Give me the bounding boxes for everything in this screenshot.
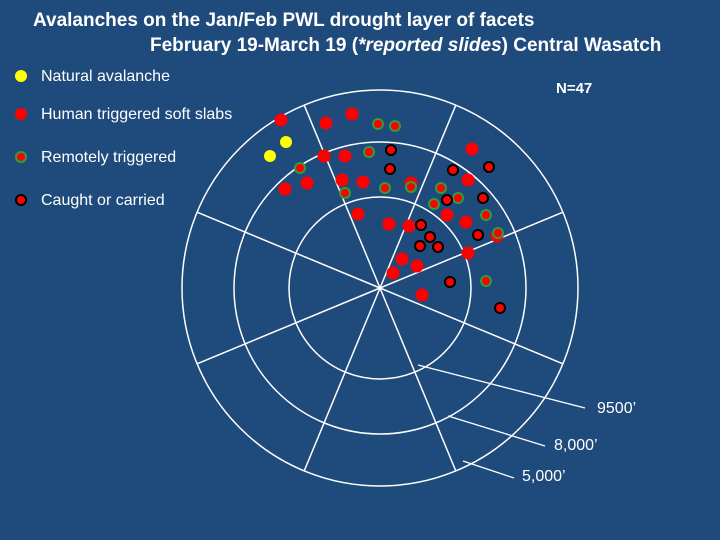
- human-triggered-marker-icon: [15, 108, 27, 120]
- aspect-spoke: [379, 287, 564, 365]
- diagram-subtitle: February 19-March 19 (*reported slides) …: [150, 35, 662, 56]
- natural-avalanche-point: [264, 150, 276, 162]
- caught-or-carried-point: [415, 219, 427, 231]
- human-triggered-point: [440, 208, 454, 222]
- caught-or-carried-point: [424, 231, 436, 243]
- caught-or-carried-point: [472, 229, 484, 241]
- caught-or-carried-point: [477, 192, 489, 204]
- remotely-triggered-point: [339, 187, 351, 199]
- legend-label: Remotely triggered: [41, 149, 177, 166]
- human-triggered-point: [395, 252, 409, 266]
- human-triggered-point: [465, 142, 479, 156]
- remotely-triggered-point: [372, 118, 384, 130]
- human-triggered-point: [356, 175, 370, 189]
- aspect-spoke: [196, 287, 381, 365]
- ring-outer-5000: [181, 89, 579, 487]
- caught-or-carried-point: [483, 161, 495, 173]
- remotely-triggered-point: [405, 181, 417, 193]
- count-label: N=47: [556, 80, 593, 97]
- caught-or-carried-point: [385, 144, 397, 156]
- human-triggered-point: [459, 215, 473, 229]
- diagram-title: Avalanches on the Jan/Feb PWL drought la…: [33, 10, 535, 31]
- human-triggered-point: [278, 182, 292, 196]
- caught-or-carried-point: [441, 194, 453, 206]
- human-triggered-point: [402, 219, 416, 233]
- remotely-triggered-point: [389, 120, 401, 132]
- human-triggered-point: [461, 246, 475, 260]
- legend-label: Caught or carried: [41, 192, 165, 209]
- remotely-triggered-point: [363, 146, 375, 158]
- aspect-spoke: [303, 287, 381, 472]
- remotely-triggered-marker-icon: [15, 151, 27, 163]
- legend-label: Natural avalanche: [41, 68, 170, 85]
- human-triggered-point: [300, 176, 314, 190]
- human-triggered-point: [382, 217, 396, 231]
- human-triggered-point: [317, 149, 331, 163]
- avalanche-points: [264, 107, 506, 314]
- remotely-triggered-point: [452, 192, 464, 204]
- caught-or-carried-point: [444, 276, 456, 288]
- aspect-spoke: [379, 104, 457, 289]
- elevation-label-8000: 8,000’: [554, 437, 598, 454]
- caught-or-carried-marker-icon: [15, 194, 27, 206]
- remotely-triggered-point: [492, 227, 504, 239]
- remotely-triggered-point: [435, 182, 447, 194]
- human-triggered-point: [335, 173, 349, 187]
- caught-or-carried-point: [414, 240, 426, 252]
- caught-or-carried-point: [384, 163, 396, 175]
- natural-avalanche-point: [280, 136, 292, 148]
- elevation-label-9500: 9500’: [597, 400, 637, 417]
- human-triggered-point: [274, 113, 288, 127]
- remotely-triggered-point: [480, 209, 492, 221]
- remotely-triggered-point: [480, 275, 492, 287]
- aspect-spoke: [379, 287, 457, 472]
- remotely-triggered-point: [379, 182, 391, 194]
- human-triggered-point: [415, 288, 429, 302]
- human-triggered-point: [319, 116, 333, 130]
- caught-or-carried-point: [432, 241, 444, 253]
- human-triggered-point: [386, 266, 400, 280]
- ring-middle-8000: [233, 141, 527, 435]
- caught-or-carried-point: [447, 164, 459, 176]
- leader-8000: [447, 415, 546, 447]
- ring-inner-9500: [288, 196, 472, 380]
- human-triggered-point: [461, 173, 475, 187]
- caught-or-carried-point: [494, 302, 506, 314]
- elevation-label-5000: 5,000’: [522, 468, 566, 485]
- remotely-triggered-point: [428, 198, 440, 210]
- aspect-spoke: [196, 211, 381, 289]
- human-triggered-point: [351, 207, 365, 221]
- human-triggered-point: [410, 259, 424, 273]
- human-triggered-point: [345, 107, 359, 121]
- remotely-triggered-point: [294, 162, 306, 174]
- leader-5000: [462, 460, 515, 479]
- human-triggered-point: [338, 149, 352, 163]
- elevation-rings: [181, 89, 579, 487]
- elevation-leader-lines: [417, 364, 586, 479]
- natural-avalanche-marker-icon: [15, 70, 27, 82]
- aspect-spokes: [196, 104, 564, 472]
- legend-label: Human triggered soft slabs: [41, 106, 233, 123]
- leader-9500: [417, 364, 586, 409]
